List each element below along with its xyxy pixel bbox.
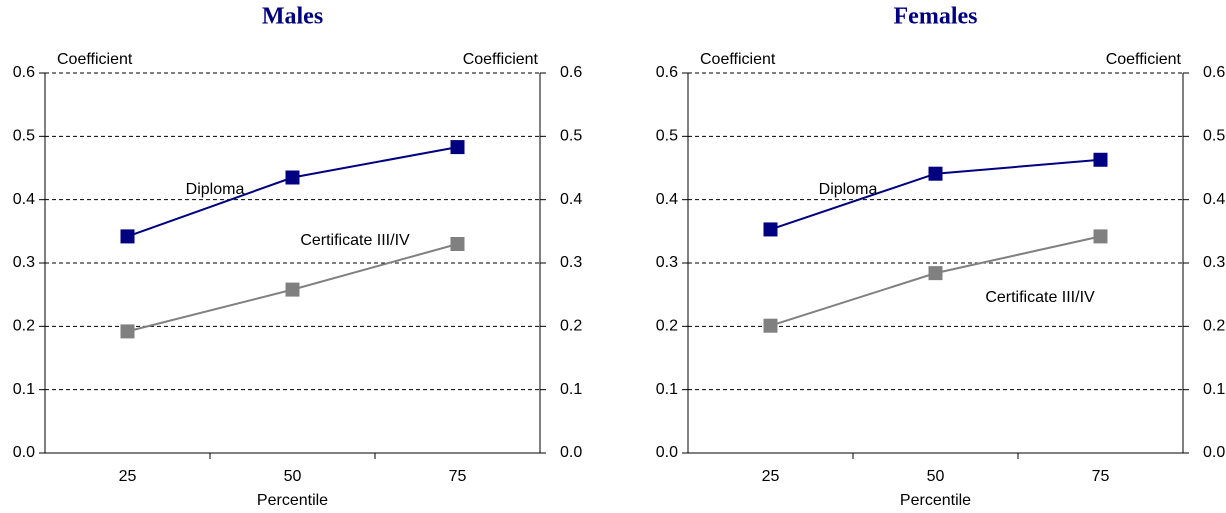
y-tick-label: 0.0 xyxy=(13,444,35,461)
y2-tick-label: 0.2 xyxy=(560,318,582,335)
y-tick-label: 0.5 xyxy=(656,128,678,145)
x-axis-label: Percentile xyxy=(900,492,971,509)
y2-tick-label: 0.1 xyxy=(1203,381,1225,398)
marker xyxy=(928,166,943,181)
marker xyxy=(763,318,778,333)
y2-tick-label: 0.3 xyxy=(1203,254,1225,271)
y2-axis-label: Coefficient xyxy=(1106,51,1182,68)
marker xyxy=(763,222,778,237)
marker xyxy=(450,237,465,251)
y2-tick-label: 0.5 xyxy=(1203,128,1225,145)
y2-tick-label: 0.0 xyxy=(1203,444,1225,461)
marker xyxy=(120,229,135,244)
marker xyxy=(1093,152,1108,167)
series-label: Diploma xyxy=(819,181,878,198)
y2-tick-label: 0.6 xyxy=(560,64,582,81)
y2-tick-label: 0.3 xyxy=(560,254,582,271)
series-label: Certificate III/IV xyxy=(300,232,410,249)
y-tick-label: 0.3 xyxy=(656,254,678,271)
y-tick-label: 0.1 xyxy=(656,381,678,398)
y-tick-label: 0.0 xyxy=(656,444,678,461)
y2-tick-label: 0.4 xyxy=(1203,191,1225,208)
series-label: Diploma xyxy=(186,181,245,198)
x-tick-label: 25 xyxy=(119,468,137,485)
y-tick-label: 0.2 xyxy=(13,318,35,335)
x-tick-label: 75 xyxy=(449,468,467,485)
y2-tick-label: 0.0 xyxy=(560,444,582,461)
y-tick-label: 0.3 xyxy=(13,254,35,271)
x-tick-label: 50 xyxy=(927,468,945,485)
y-tick-label: 0.4 xyxy=(656,191,678,208)
y-tick-label: 0.6 xyxy=(13,64,35,81)
y-tick-label: 0.2 xyxy=(656,318,678,335)
y2-tick-label: 0.6 xyxy=(1203,64,1225,81)
series-line xyxy=(127,146,458,238)
series-label: Certificate III/IV xyxy=(985,289,1095,306)
y2-tick-label: 0.4 xyxy=(560,191,582,208)
y2-axis-label: Coefficient xyxy=(463,51,539,68)
y2-tick-label: 0.2 xyxy=(1203,318,1225,335)
chart-title: Males xyxy=(262,4,323,30)
x-tick-label: 75 xyxy=(1092,468,1110,485)
x-tick-label: 25 xyxy=(762,468,780,485)
marker xyxy=(928,266,943,281)
marker xyxy=(1093,229,1108,244)
y2-tick-label: 0.1 xyxy=(560,381,582,398)
y-tick-label: 0.1 xyxy=(13,381,35,398)
x-tick-label: 50 xyxy=(284,468,302,485)
y-tick-label: 0.6 xyxy=(656,64,678,81)
marker xyxy=(285,282,300,297)
y-axis-label: Coefficient xyxy=(700,51,776,68)
y-tick-label: 0.5 xyxy=(13,128,35,145)
chart-title: Females xyxy=(894,4,978,30)
series-line xyxy=(770,235,1101,327)
y-tick-label: 0.4 xyxy=(13,191,35,208)
marker xyxy=(285,170,300,185)
y-axis-label: Coefficient xyxy=(57,51,133,68)
y2-tick-label: 0.5 xyxy=(560,128,582,145)
x-axis-label: Percentile xyxy=(257,492,328,509)
marker xyxy=(120,324,135,339)
marker xyxy=(450,140,465,155)
